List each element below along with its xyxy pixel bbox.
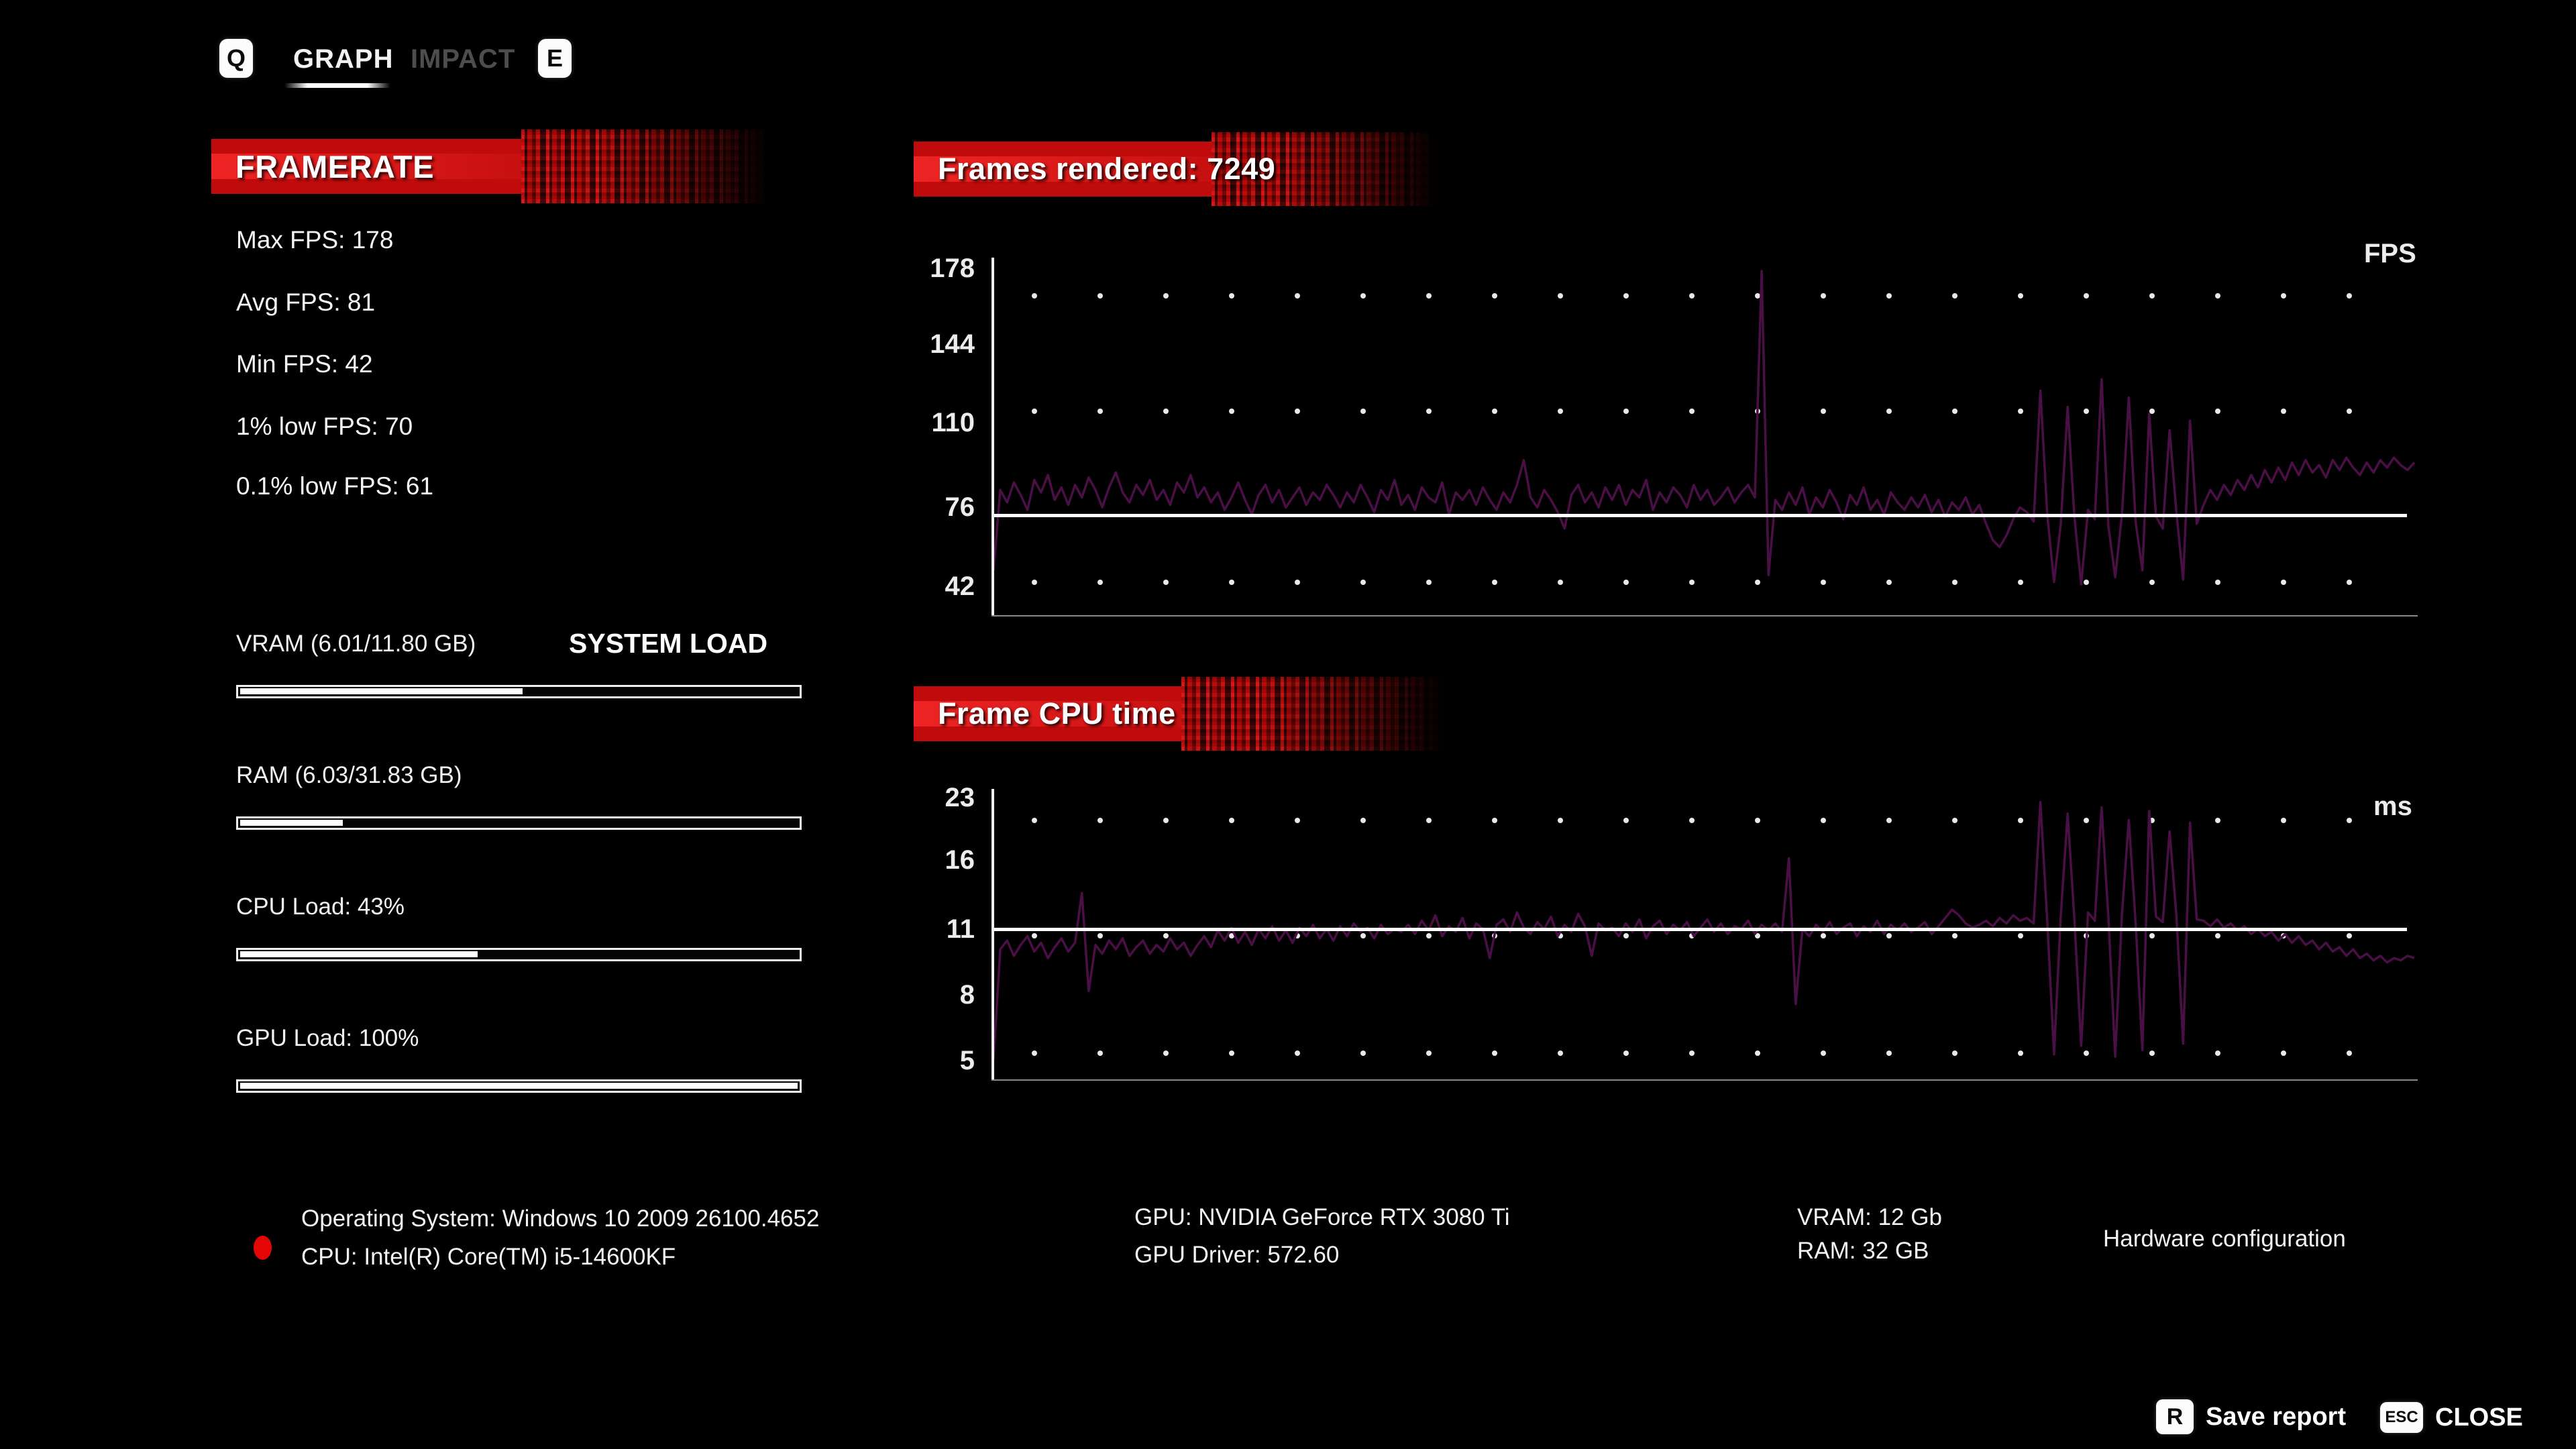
ms-unit-label: ms [2373, 792, 2412, 821]
footer-cpu: CPU: Intel(R) Core(TM) i5-14600KF [301, 1244, 676, 1270]
close-key-label: ESC [2385, 1408, 2418, 1426]
footer-red-dot-icon [254, 1236, 272, 1260]
stat-01pct-low: 0.1% low FPS: 61 [236, 472, 434, 500]
ram-load-label: RAM (6.03/31.83 GB) [236, 762, 462, 788]
y-tick-label: 178 [930, 254, 975, 283]
system-load-title: SYSTEM LOAD [569, 628, 768, 659]
frames-rendered-title: Frames rendered: 7249 [938, 152, 1276, 186]
fps-chart: 178 144 110 76 42 [930, 254, 2418, 616]
tab-graph-underline [284, 83, 390, 88]
framerate-banner: FRAMERATE [211, 129, 778, 203]
framerate-banner-glitch [521, 129, 778, 203]
prev-tab-key-badge[interactable]: Q [219, 39, 253, 78]
save-report-key-badge: R [2156, 1399, 2194, 1434]
save-report-key-label: R [2166, 1403, 2184, 1430]
frame-cpu-time-banner-glitch [1181, 677, 1454, 751]
stat-avg-fps: Avg FPS: 81 [236, 288, 376, 316]
y-tick-label: 16 [945, 845, 975, 875]
fps-unit-label: FPS [2364, 239, 2416, 268]
ram-load-bar [236, 816, 802, 830]
save-report-label: Save report [2206, 1402, 2347, 1431]
frame-cpu-time-chart: 23 16 11 8 5 [945, 783, 2418, 1081]
tab-impact[interactable]: IMPACT [411, 44, 515, 74]
y-tick-label: 5 [959, 1046, 975, 1075]
save-report-button[interactable]: R Save report [2156, 1399, 2346, 1434]
y-tick-label: 8 [959, 980, 975, 1010]
frames-rendered-banner-glitch [1212, 132, 1444, 206]
gpu-load-label: GPU Load: 100% [236, 1025, 419, 1051]
stat-1pct-low: 1% low FPS: 70 [236, 413, 413, 440]
close-label: CLOSE [2435, 1403, 2523, 1432]
frame-cpu-time-title: Frame CPU time [938, 696, 1176, 731]
y-tick-label: 23 [945, 783, 975, 812]
stat-min-fps: Min FPS: 42 [236, 350, 373, 378]
cpu-load-label: CPU Load: 43% [236, 894, 405, 920]
gpu-load-fill [240, 1083, 798, 1089]
footer-hw-config-label: Hardware configuration [2103, 1226, 2346, 1252]
framerate-title: FRAMERATE [235, 148, 435, 184]
footer-os: Operating System: Windows 10 2009 26100.… [301, 1205, 820, 1232]
footer-gpu-driver: GPU Driver: 572.60 [1134, 1242, 1340, 1268]
stat-max-fps: Max FPS: 178 [236, 226, 394, 254]
footer-ram: RAM: 32 GB [1797, 1238, 1929, 1264]
y-tick-label: 110 [931, 408, 975, 437]
tab-impact-label: IMPACT [411, 44, 516, 74]
prev-tab-key-label: Q [226, 44, 246, 72]
frame-cpu-time-banner: Frame CPU time [914, 677, 1454, 751]
y-tick-label: 76 [945, 492, 975, 522]
gpu-load-bar [236, 1079, 802, 1093]
vram-load-label: VRAM (6.01/11.80 GB) [236, 631, 476, 657]
tab-graph-label: GRAPH [293, 44, 394, 74]
vram-load-fill [240, 688, 523, 694]
next-tab-key-badge[interactable]: E [538, 39, 572, 78]
ram-load-fill [240, 820, 343, 826]
close-key-badge: ESC [2380, 1402, 2423, 1433]
y-tick-label: 11 [946, 914, 975, 944]
y-tick-label: 144 [930, 329, 975, 359]
footer-vram: VRAM: 12 Gb [1797, 1204, 1942, 1230]
cpu-load-bar [236, 948, 802, 961]
footer-gpu: GPU: NVIDIA GeForce RTX 3080 Ti [1134, 1204, 1510, 1230]
cpu-load-fill [240, 951, 478, 957]
close-button[interactable]: ESC CLOSE [2380, 1402, 2523, 1433]
tab-graph[interactable]: GRAPH [293, 44, 393, 74]
next-tab-key-label: E [546, 44, 563, 72]
y-tick-label: 42 [945, 572, 975, 601]
vram-load-bar [236, 685, 802, 698]
frames-rendered-banner: Frames rendered: 7249 [914, 132, 1444, 206]
